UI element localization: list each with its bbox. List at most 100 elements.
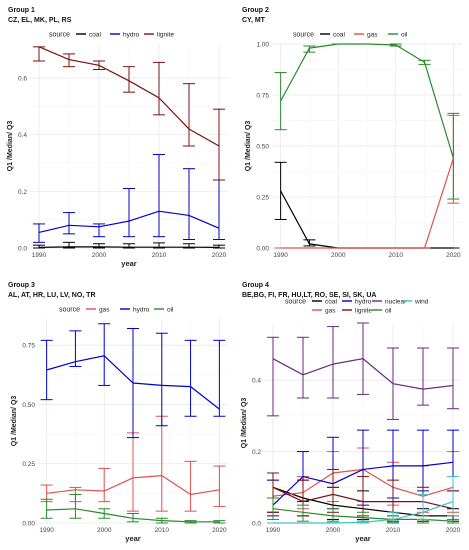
y-tick-label: 0.25 bbox=[22, 461, 35, 468]
error-bar-oil bbox=[69, 494, 82, 519]
legend-label-coal: coal bbox=[89, 32, 101, 39]
series-hydro bbox=[40, 323, 226, 439]
panel-title: Group 1 bbox=[8, 7, 35, 14]
legend-label-gas: gas bbox=[99, 307, 110, 314]
legend-label-oil: oil bbox=[167, 307, 174, 314]
series-lignite bbox=[267, 468, 459, 517]
y-tick-label: 0.75 bbox=[22, 343, 35, 350]
x-tick-label: 1990 bbox=[273, 252, 288, 259]
chart-svg-group-1: 0.0 0.2 0.4 0.6 1990 2000 2010 2020 Q1 /Median/ … bbox=[7, 32, 228, 268]
error-bar-oil bbox=[184, 520, 197, 524]
legend-label-gas: gas bbox=[325, 308, 336, 315]
error-bar-hydro bbox=[213, 339, 226, 417]
error-bar-gas bbox=[213, 465, 226, 507]
legend: source gas hydro oil bbox=[59, 307, 174, 314]
x-tick-label: 2010 bbox=[389, 252, 404, 259]
error-bar-hydro bbox=[183, 168, 195, 240]
error-bar-oil bbox=[127, 513, 139, 523]
error-bar-hydro bbox=[98, 323, 111, 386]
error-bar-wind bbox=[447, 476, 459, 517]
y-axis-label: Q1 /Median/ Q3 bbox=[7, 121, 14, 172]
error-bar-hydro bbox=[33, 223, 45, 243]
error-bar-hydro bbox=[127, 327, 139, 439]
error-bar-gas bbox=[98, 467, 111, 503]
legend-label-wind: wind bbox=[414, 299, 429, 306]
chart-svg-group-3: 0.00 0.25 0.50 0.75 1990 2000 2010 2020 Q1 /Medi… bbox=[11, 307, 228, 543]
series-lignite bbox=[33, 46, 225, 181]
y-tick-label: 0.00 bbox=[22, 521, 35, 528]
x-axis-label: year bbox=[355, 534, 371, 543]
error-bar-oil bbox=[155, 517, 168, 524]
series-coal bbox=[33, 241, 225, 249]
error-bar-oil bbox=[447, 518, 459, 524]
panel-title: Group 3 bbox=[8, 282, 35, 289]
legend: source coal gas hydro lignite nuclear oil wind bbox=[285, 299, 429, 315]
error-bar-coal bbox=[93, 243, 105, 249]
x-axis-label: year bbox=[125, 534, 141, 543]
y-axis-label: Q1 /Median/ Q3 bbox=[245, 121, 252, 172]
chart-panel-group-2: 0.00 0.25 0.50 0.75 1.00 1990 2000 2010 2020 Q1 /… bbox=[234, 0, 468, 275]
x-tick-label: 2010 bbox=[152, 252, 167, 259]
x-tick-label: 2020 bbox=[446, 527, 461, 534]
error-bar-nuclear bbox=[327, 326, 339, 399]
legend-label-coal: coal bbox=[333, 32, 345, 39]
y-tick-label: 0.4 bbox=[252, 378, 261, 385]
legend-label-coal: coal bbox=[325, 299, 337, 306]
error-bar-lignite bbox=[63, 53, 75, 68]
y-tick-label: 0.50 bbox=[22, 402, 35, 409]
error-bar-nuclear bbox=[387, 347, 399, 420]
y-tick-label: 1.00 bbox=[256, 42, 269, 49]
series-nuclear bbox=[267, 322, 459, 420]
chart-panel-group-1: 0.0 0.2 0.4 0.6 1990 2000 2010 2020 Q1 /Median/ … bbox=[0, 0, 234, 275]
y-tick-label: 0.00 bbox=[256, 246, 269, 253]
error-bar-nuclear bbox=[357, 322, 369, 395]
error-bar-hydro bbox=[40, 339, 53, 401]
error-bar-hydro bbox=[184, 339, 197, 417]
x-tick-label: 1990 bbox=[32, 252, 47, 259]
error-bar-hydro bbox=[69, 330, 82, 367]
error-bar-coal bbox=[123, 243, 135, 249]
legend-label-gas: gas bbox=[367, 32, 378, 39]
error-bar-oil bbox=[267, 497, 279, 520]
error-bar-coal bbox=[213, 244, 225, 249]
legend-title: source bbox=[285, 299, 306, 306]
y-tick-label: 0.25 bbox=[256, 195, 269, 202]
error-bar-oil bbox=[297, 504, 309, 522]
chart-svg-group-4: 0.0 0.2 0.4 1990 2000 2010 2020 Q1 /Median/ Q3 y… bbox=[241, 299, 462, 543]
legend-title: source bbox=[293, 32, 314, 39]
y-tick-label: 0.4 bbox=[18, 132, 27, 139]
series-gas bbox=[40, 415, 226, 512]
error-bar-wind bbox=[417, 493, 429, 520]
legend-label-oil: oil bbox=[401, 32, 408, 39]
x-axis-label: year bbox=[121, 259, 137, 268]
chart-panel-group-4: 0.0 0.2 0.4 1990 2000 2010 2020 Q1 /Median/ Q3 y… bbox=[234, 275, 468, 550]
y-tick-label: 0.0 bbox=[18, 246, 27, 253]
error-bar-oil bbox=[213, 520, 226, 524]
error-bar-nuclear bbox=[297, 336, 309, 399]
series-oil bbox=[274, 43, 460, 200]
y-tick-label: 0.6 bbox=[18, 76, 27, 83]
y-tick-label: 0.2 bbox=[18, 189, 27, 196]
legend-title: source bbox=[49, 32, 70, 39]
panel-countries: CY, MT bbox=[242, 17, 265, 24]
error-bar-oil bbox=[447, 112, 460, 200]
x-tick-label: 1990 bbox=[266, 527, 281, 534]
error-bar-lignite bbox=[213, 108, 225, 181]
x-tick-label: 2020 bbox=[212, 252, 227, 259]
error-bar-lignite bbox=[93, 60, 105, 70]
legend-label-hydro: hydro bbox=[133, 307, 150, 314]
error-bar-coal bbox=[183, 243, 195, 249]
error-bar-gas bbox=[184, 460, 197, 512]
error-bar-nuclear bbox=[417, 347, 429, 406]
error-bar-wind bbox=[387, 511, 399, 523]
series-oil bbox=[40, 494, 226, 524]
x-tick-label: 2000 bbox=[97, 527, 112, 534]
legend: source coal gas oil bbox=[293, 32, 408, 39]
legend: source coal hydro lignite bbox=[49, 32, 174, 39]
error-bar-oil bbox=[327, 508, 339, 522]
error-bar-coal bbox=[303, 239, 316, 247]
legend-label-hydro: hydro bbox=[123, 32, 140, 39]
chart-svg-group-2: 0.00 0.25 0.50 0.75 1.00 1990 2000 2010 2020 Q1 /… bbox=[245, 32, 462, 259]
panel-countries: AL, AT, HR, LU, LV, NO, TR bbox=[8, 292, 96, 299]
